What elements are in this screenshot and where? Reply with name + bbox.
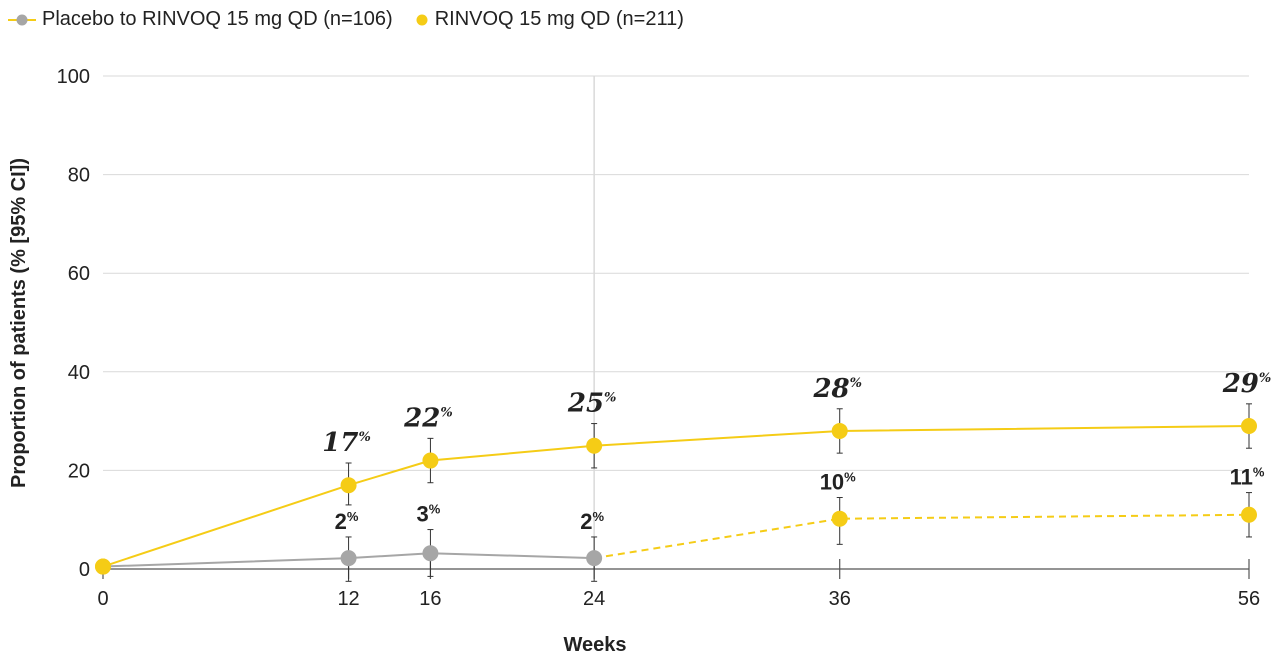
x-tick-label-0: 0 bbox=[97, 588, 108, 610]
legend-label-placebo: Placebo to RINVOQ 15 mg QD (n=106) bbox=[42, 8, 393, 30]
data-point-1-2 bbox=[422, 545, 439, 562]
data-label-0-5: 29% bbox=[1222, 369, 1272, 399]
x-tick-label-16: 16 bbox=[419, 588, 441, 610]
data-point-2-1 bbox=[831, 510, 848, 527]
series-group bbox=[95, 403, 1257, 582]
x-tick-label-36: 36 bbox=[829, 588, 851, 610]
data-labels: 17% 22% 25% 28% 29% 2% 3% 2% 10% 11% bbox=[322, 369, 1271, 534]
y-tick-label-80: 80 bbox=[68, 165, 90, 187]
data-label-1-3: 2% bbox=[580, 509, 604, 534]
y-tick-label-100: 100 bbox=[57, 66, 90, 88]
grid-lines bbox=[103, 75, 1249, 569]
legend-marker-rinvoq bbox=[416, 14, 428, 25]
y-tick-label-20: 20 bbox=[68, 460, 90, 482]
legend-item-rinvoq: RINVOQ 15 mg QD (n=211) bbox=[415, 8, 684, 31]
data-point-1-3 bbox=[586, 550, 603, 567]
data-label-0-2: 22% bbox=[403, 403, 453, 433]
data-point-2-2 bbox=[1241, 506, 1257, 523]
data-point-0-1 bbox=[340, 477, 357, 494]
chart-legend: Placebo to RINVOQ 15 mg QD (n=106) RINVO… bbox=[8, 8, 706, 31]
y-tick-label-0: 0 bbox=[79, 559, 90, 581]
y-axis-title: Proportion of patients (% [95% CI]) bbox=[8, 158, 30, 488]
x-tick-label-24: 24 bbox=[583, 588, 605, 610]
y-tick-label-60: 60 bbox=[68, 263, 90, 285]
x-tick-label-56: 56 bbox=[1238, 588, 1260, 610]
data-label-0-1: 17% bbox=[322, 428, 371, 458]
data-point-0-5 bbox=[1241, 418, 1257, 435]
data-point-0-3 bbox=[586, 437, 603, 454]
axes: 0 20 40 60 80 100 0 12 16 24 36 56 bbox=[57, 66, 1261, 610]
legend-marker-placebo bbox=[8, 14, 36, 25]
data-label-2-2: 11% bbox=[1230, 465, 1265, 490]
data-point-0-2 bbox=[422, 452, 439, 469]
x-axis-title: Weeks bbox=[563, 634, 626, 656]
data-label-1-1: 2% bbox=[335, 509, 359, 534]
data-point-0-4 bbox=[831, 422, 848, 439]
legend-label-rinvoq: RINVOQ 15 mg QD (n=211) bbox=[434, 8, 684, 30]
data-point-1-1 bbox=[340, 550, 357, 567]
data-label-0-3: 25% bbox=[567, 389, 617, 419]
x-tick-label-12: 12 bbox=[337, 588, 359, 610]
series-line-2 bbox=[593, 513, 1250, 560]
series-line-0 bbox=[102, 425, 1250, 568]
data-label-2-1: 10% bbox=[820, 470, 856, 495]
y-tick-label-40: 40 bbox=[68, 362, 90, 384]
series-line-1 bbox=[102, 552, 595, 568]
data-label-1-2: 3% bbox=[417, 502, 441, 527]
legend-item-placebo: Placebo to RINVOQ 15 mg QD (n=106) bbox=[8, 8, 393, 31]
data-point-1-0 bbox=[95, 558, 111, 575]
data-label-0-4: 28% bbox=[812, 374, 862, 404]
